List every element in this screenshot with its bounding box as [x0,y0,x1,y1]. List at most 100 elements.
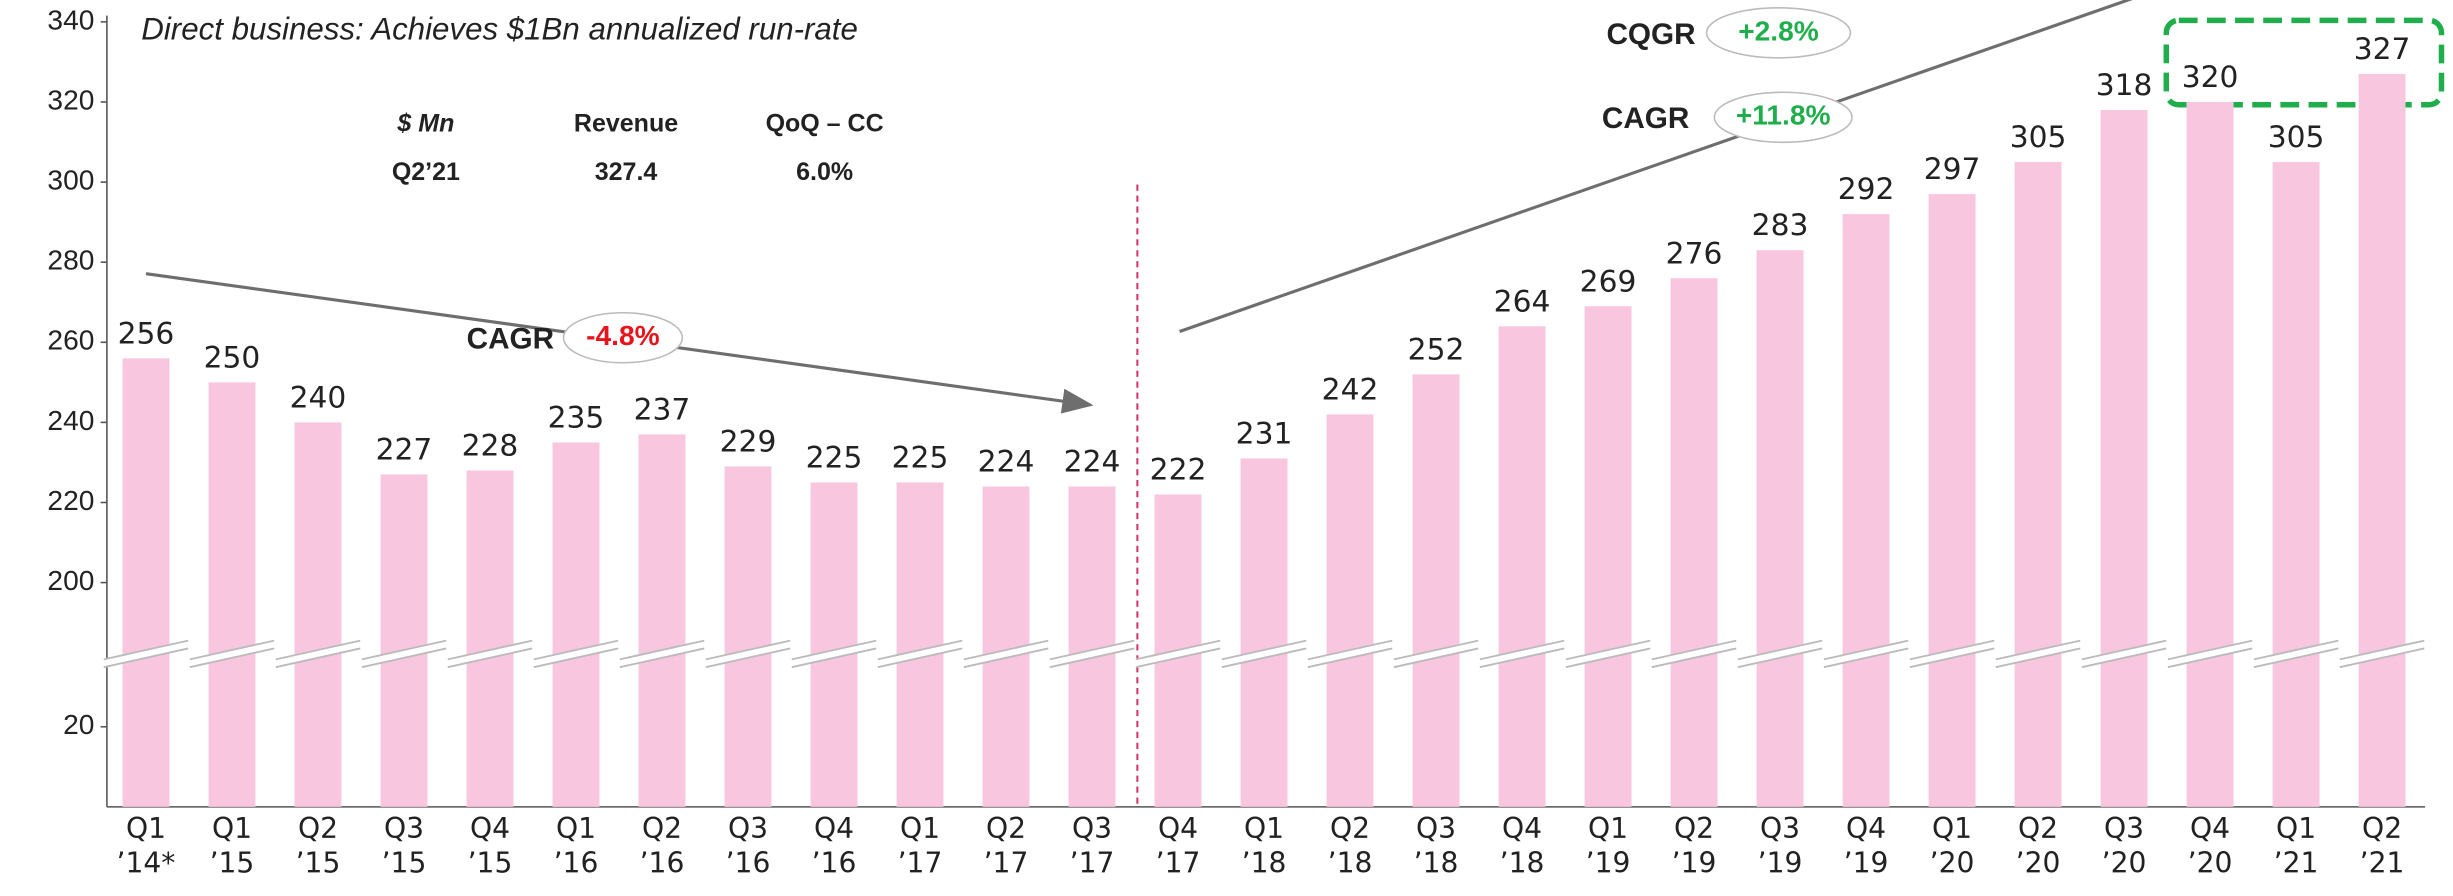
value-label: 224 [978,445,1035,480]
x-tick-label: Q1 ’17 [897,813,943,880]
x-tick-label-box: Q1 ’15 [210,813,255,880]
bar [1928,194,1976,807]
value-label: 229 [720,424,777,459]
annotation-value: -4.8% [586,320,659,351]
x-tick-label-box: Q1 ’19 [1586,813,1631,880]
axis-break [1651,640,1737,668]
bar [208,382,256,807]
value-label: 269 [1580,264,1637,299]
x-tick-label-box: Q3 ’19 [1758,813,1803,880]
table-cell: 6.0% [796,158,853,186]
axis-break-line [877,647,963,669]
axis-break-line [189,647,275,669]
axis-break-line [1823,639,1909,661]
axis-break-line [619,647,705,669]
bar [1756,250,1804,807]
x-tick-label-box: Q2 ’17 [983,813,1029,880]
axis-break-line [705,639,791,661]
axis-break [1823,640,1909,668]
axis-break [447,640,533,668]
x-tick-label-box: Q4 ’17 [1155,813,1201,880]
value-label: 305 [2010,120,2067,155]
chart-title: Direct business: Achieves $1Bn annualize… [141,12,858,47]
y-tick-label: 300 [47,165,94,196]
axis-break-line [2167,639,2253,661]
value-label: 225 [806,441,863,476]
x-tick-label-box: Q4 ’18 [1500,813,1545,880]
value-label: 224 [1064,445,1121,480]
axis-break [1565,640,1651,668]
axis-break-line [2339,639,2425,661]
bar [810,482,858,807]
value-label: 242 [1322,372,1379,407]
axis-break-line [189,639,275,661]
axis-break [1737,640,1823,668]
y-tick-label: 260 [47,325,94,356]
axis-break [2253,640,2339,668]
bar [1498,326,1546,807]
y-tick-label: 240 [47,405,94,436]
trend-line [1179,0,2133,333]
axis-break-line [1135,647,1221,669]
x-tick-label: Q1 ’18 [1241,813,1287,880]
axis-break-line [791,639,877,661]
axis-break [361,640,447,668]
x-tick-label-box: Q4 ’15 [467,813,513,880]
value-label: 327 [2354,32,2411,67]
bar [2272,162,2320,807]
x-tick-label: Q1 ’21 [2273,813,2319,880]
bar [896,482,944,807]
bar [2014,162,2062,807]
axis-break [1135,640,1221,668]
axis-break-line [103,639,189,661]
x-tick-label: Q2 ’15 [295,813,341,880]
axis-break-line [963,639,1049,661]
annotation-value: +11.8% [1736,100,1831,131]
table-header: Revenue [574,110,678,138]
axis-break [877,640,963,668]
bar [466,470,514,807]
axis-break [705,640,791,668]
axis-break-line [1909,639,1995,661]
bar [1670,278,1718,807]
x-tick-label: Q3 ’18 [1413,813,1459,880]
x-tick-label-box: Q2 ’18 [1328,813,1373,880]
axis-break-line [1307,647,1393,669]
axis-break-line [1049,647,1135,669]
axis-break-line [2339,647,2425,669]
axis-break-line [1909,647,1995,669]
value-label: 225 [892,441,949,476]
axis-break-line [619,639,705,661]
axis-break-line [963,647,1049,669]
value-label: 237 [634,392,691,427]
x-tick-label: Q3 ’20 [2101,813,2147,880]
bar [380,474,428,807]
y-tick-label: 280 [47,245,94,276]
x-tick-label: Q3 ’17 [1069,813,1115,880]
x-tick-label-box: Q1 ’17 [897,813,943,880]
axis-break-line [275,647,361,669]
axis-break-line [533,647,619,669]
x-tick-label-box: Q4 ’19 [1844,813,1889,880]
bar [2100,110,2148,807]
x-tick-label-box: Q2 ’16 [640,813,685,880]
annotation-label: CAGR [1602,102,1689,135]
x-tick-label: Q4 ’17 [1155,813,1201,880]
axis-break-line [533,639,619,661]
axis-break-line [705,647,791,669]
axis-break-line [1995,647,2081,669]
x-tick-label-box: Q4 ’16 [812,813,857,880]
axis-break-line [1307,639,1393,661]
bar [2186,101,2234,807]
value-label: 256 [118,316,175,351]
x-tick-label: Q2 ’17 [983,813,1029,880]
value-label: 222 [1150,453,1207,488]
axis-break [2339,640,2425,668]
x-tick-label: Q4 ’15 [467,813,513,880]
x-tick-label-box: Q3 ’16 [725,813,771,880]
axis-break-line [1221,647,1307,669]
value-label: 252 [1408,332,1465,367]
x-tick-label: Q3 ’16 [725,813,771,880]
bar [552,442,600,807]
